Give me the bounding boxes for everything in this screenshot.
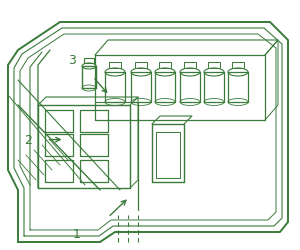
- Text: 1: 1: [73, 227, 80, 240]
- Text: 3: 3: [68, 54, 76, 66]
- Text: 2: 2: [25, 134, 32, 146]
